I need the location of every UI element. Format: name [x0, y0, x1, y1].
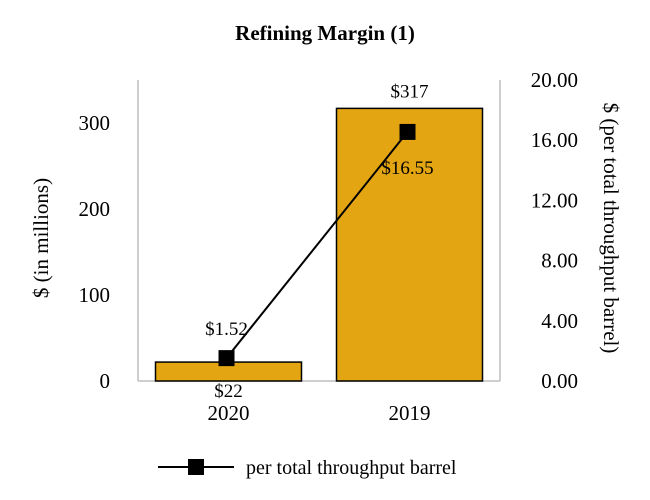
left-tick-label: 100 — [79, 283, 111, 307]
category-labels: 2020 2019 — [208, 401, 431, 425]
chart-title: Refining Margin (1) — [235, 21, 415, 45]
left-tick-label: 200 — [79, 197, 111, 221]
right-tick-label: 16.00 — [531, 128, 578, 152]
bar-series — [154, 107, 484, 382]
right-tick-label: 20.00 — [531, 68, 578, 92]
bar-data-labels: $22 $317 — [214, 81, 428, 402]
legend: per total throughput barrel — [158, 457, 457, 479]
right-axis-label: $ (per total throughput barrel) — [599, 103, 623, 354]
line-point-marker — [218, 350, 235, 367]
legend-marker-swatch — [188, 459, 204, 475]
left-tick-label: 300 — [79, 111, 111, 135]
bar-value-label: $22 — [214, 381, 243, 402]
legend-entry-label: per total throughput barrel — [246, 457, 457, 479]
line-value-label: $1.52 — [205, 319, 248, 340]
right-tick-label: 8.00 — [541, 249, 578, 273]
right-tick-label: 0.00 — [541, 369, 578, 393]
left-axis-ticks: 0 100 200 300 — [79, 111, 111, 393]
category-label: 2020 — [208, 401, 250, 425]
right-tick-label: 12.00 — [531, 188, 578, 212]
bar-2019 — [335, 107, 484, 382]
right-axis-ticks: 0.00 4.00 8.00 12.00 16.00 20.00 — [531, 68, 578, 393]
left-axis-label: $ (in millions) — [29, 178, 53, 298]
right-tick-label: 4.00 — [541, 309, 578, 333]
line-value-label: $16.55 — [381, 158, 433, 179]
line-point-marker — [399, 123, 416, 140]
line-data-labels: $1.52 $16.55 — [205, 158, 434, 340]
left-tick-label: 0 — [100, 369, 111, 393]
line-series — [218, 123, 416, 367]
bar-value-label: $317 — [391, 81, 429, 102]
line-path — [225, 131, 409, 359]
category-label: 2019 — [389, 401, 431, 425]
